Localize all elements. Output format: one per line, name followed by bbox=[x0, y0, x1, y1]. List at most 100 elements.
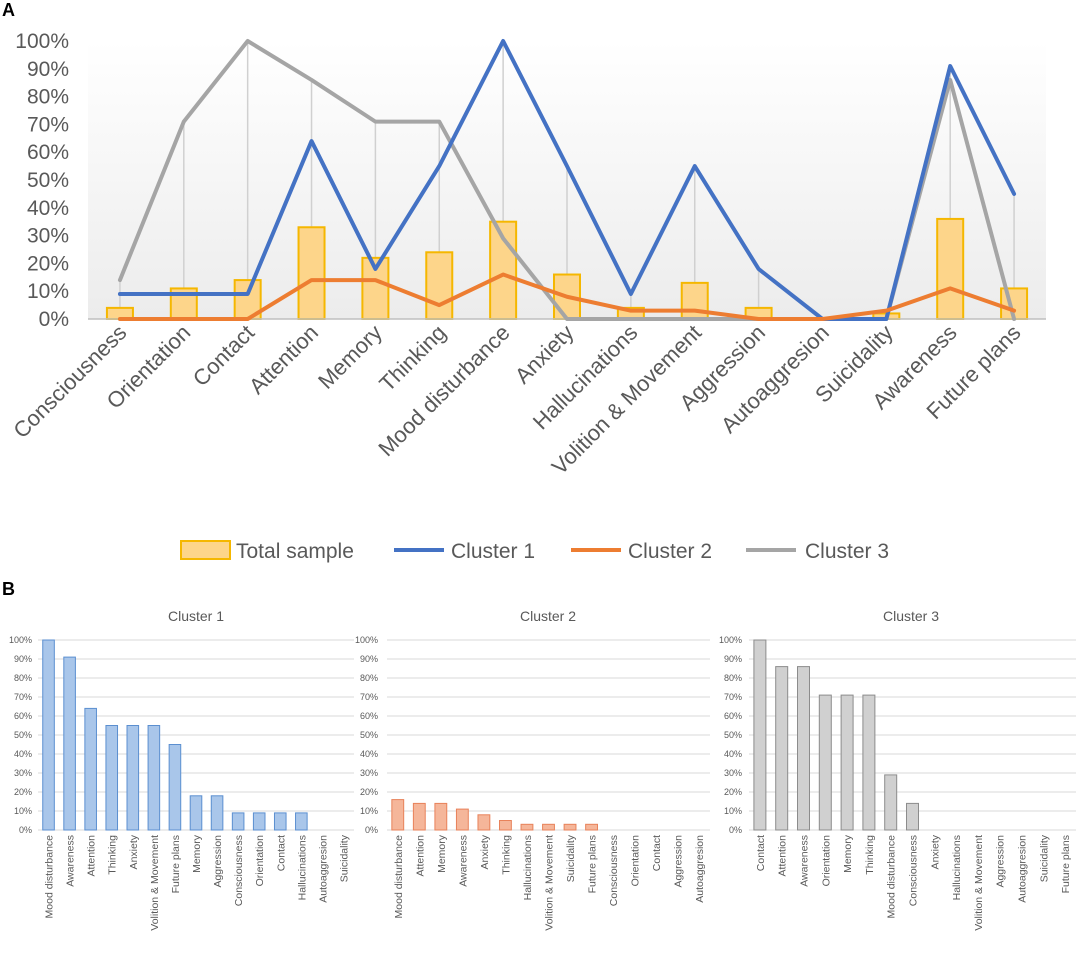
line-cluster-1 bbox=[117, 39, 1017, 321]
y-tick-label: 70% bbox=[27, 113, 69, 136]
bar bbox=[753, 639, 767, 831]
y-tick-label: 80% bbox=[360, 673, 378, 683]
x-tick-label: Attention bbox=[414, 835, 426, 877]
y-tick-label: 80% bbox=[27, 86, 69, 109]
y-tick-label: 90% bbox=[14, 654, 32, 664]
chart-cluster-2: Cluster 2 0% 10% 20% 30% 40% 50% 60% 70% 80% 90% 10… bbox=[355, 608, 710, 931]
x-tick-label: Thinking bbox=[864, 835, 876, 875]
legend-entry: Total sample bbox=[236, 540, 354, 563]
legend-swatch bbox=[180, 540, 231, 560]
y-tick-label: 100% bbox=[9, 635, 32, 645]
x-tick-label: Suicidality bbox=[565, 834, 577, 882]
x-tick-label: Hallucinations bbox=[296, 835, 308, 900]
x-tick-label: Thinking bbox=[500, 835, 512, 875]
legend-entry: Cluster 1 bbox=[451, 540, 535, 563]
y-tick-label: 80% bbox=[14, 673, 32, 683]
x-tick-label: Future plans bbox=[1060, 835, 1072, 893]
x-tick-label: Consciousness bbox=[233, 835, 245, 906]
chart-title: Cluster 3 bbox=[883, 608, 939, 624]
legend-entry: Cluster 3 bbox=[805, 540, 889, 563]
x-tick-label: Volition & Movement bbox=[544, 835, 556, 931]
bar bbox=[818, 694, 832, 831]
bar bbox=[63, 656, 76, 831]
bar bbox=[42, 639, 55, 831]
x-tick-label: Suicidality bbox=[338, 834, 350, 882]
x-tick-label: Contact bbox=[651, 835, 663, 871]
chart-cluster-1: Cluster 1 0% 10% 20% 30% 40% 50% 60% 70% 80% 90% 10… bbox=[9, 608, 354, 931]
y-tick-label: 20% bbox=[724, 787, 742, 797]
y-tick-label: 40% bbox=[14, 749, 32, 759]
x-tick-label: Contact bbox=[275, 835, 287, 871]
bar bbox=[840, 694, 854, 831]
x-tick-label: Anxiety bbox=[929, 834, 941, 869]
y-tick-label: 0% bbox=[729, 825, 742, 835]
x-tick-label: Attention bbox=[777, 835, 789, 877]
y-tick-label: 10% bbox=[724, 806, 742, 816]
y-tick-label: 60% bbox=[14, 711, 32, 721]
x-tick-label: Aggression bbox=[995, 835, 1007, 888]
bar bbox=[147, 725, 161, 831]
y-tick-label: 100% bbox=[355, 635, 378, 645]
x-tick-label: Memory bbox=[191, 834, 203, 873]
y-tick-label: 100% bbox=[719, 635, 742, 645]
bar bbox=[252, 812, 266, 831]
x-tick-label: Orientation bbox=[630, 835, 642, 887]
x-tick-label: Anxiety bbox=[479, 834, 491, 869]
x-tick-label: Volition & Movement bbox=[149, 835, 161, 931]
bar bbox=[126, 725, 140, 831]
x-tick-label: Attention bbox=[86, 835, 98, 877]
x-tick-label: Mood disturbance bbox=[393, 835, 405, 919]
bar bbox=[210, 795, 224, 831]
bar bbox=[434, 802, 448, 831]
x-tick-label: Orientation bbox=[254, 835, 266, 887]
x-tick-label: Memory bbox=[436, 834, 448, 873]
y-tick-label: 70% bbox=[724, 692, 742, 702]
x-tick-label: Awareness bbox=[65, 835, 77, 887]
y-tick-label: 50% bbox=[27, 169, 69, 192]
bar bbox=[542, 823, 555, 831]
y-tick-label: 10% bbox=[27, 280, 69, 303]
y-tick-label: 40% bbox=[360, 749, 378, 759]
y-tick-label: 40% bbox=[27, 197, 69, 220]
y-tick-label: 10% bbox=[360, 806, 378, 816]
y-tick-label: 60% bbox=[27, 141, 69, 164]
y-tick-label: 20% bbox=[27, 252, 69, 275]
y-tick-label: 10% bbox=[14, 806, 32, 816]
x-tick-label: Memory bbox=[313, 320, 387, 394]
y-tick-label: 70% bbox=[360, 692, 378, 702]
bar bbox=[273, 812, 287, 831]
panel-b-label: B bbox=[2, 579, 15, 599]
chart-cluster-3: Cluster 3 0% 10% 20% 30% 40% 50% 60% 70% 80% 90% 10… bbox=[719, 608, 1076, 931]
x-tick-label: Future plans bbox=[587, 835, 599, 893]
x-tick-label: Volition & Movement bbox=[973, 835, 985, 931]
x-tick-label: Contact bbox=[755, 835, 767, 871]
bar bbox=[862, 694, 876, 831]
y-tick-label: 20% bbox=[14, 787, 32, 797]
x-tick-label: Aggression bbox=[212, 835, 224, 888]
bar-total-sample bbox=[233, 279, 262, 320]
bar bbox=[906, 802, 919, 831]
line-cluster-2 bbox=[117, 272, 1017, 321]
x-tick-label: Orientation bbox=[820, 835, 832, 887]
x-tick-label: Thinking bbox=[107, 835, 119, 875]
x-tick-label: Mood disturbance bbox=[886, 835, 898, 919]
x-tick-label: Aggression bbox=[673, 835, 685, 888]
chart-title: Cluster 2 bbox=[520, 608, 576, 624]
y-tick-label: 30% bbox=[724, 768, 742, 778]
panel-a-label: A bbox=[2, 0, 15, 20]
bar bbox=[499, 820, 512, 831]
y-tick-label: 30% bbox=[27, 225, 69, 248]
bar bbox=[775, 666, 789, 831]
x-tick-label: Autoaggresion bbox=[1017, 835, 1029, 903]
bar bbox=[455, 808, 469, 831]
x-tick-label: Consciousness bbox=[608, 835, 620, 906]
bar bbox=[295, 812, 308, 831]
y-tick-label: 40% bbox=[724, 749, 742, 759]
y-tick-label: 80% bbox=[724, 673, 742, 683]
bar bbox=[189, 795, 203, 831]
bar bbox=[563, 823, 577, 831]
bar bbox=[168, 744, 182, 831]
y-tick-label: 100% bbox=[15, 30, 69, 53]
x-tick-label: Memory bbox=[842, 834, 854, 873]
